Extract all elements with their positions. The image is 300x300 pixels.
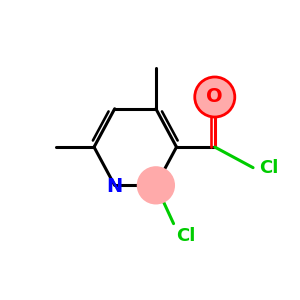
Circle shape: [195, 77, 235, 117]
Text: Cl: Cl: [176, 226, 196, 244]
Text: O: O: [206, 88, 223, 106]
Circle shape: [137, 166, 175, 205]
Text: N: N: [106, 177, 123, 196]
Text: Cl: Cl: [259, 159, 278, 177]
